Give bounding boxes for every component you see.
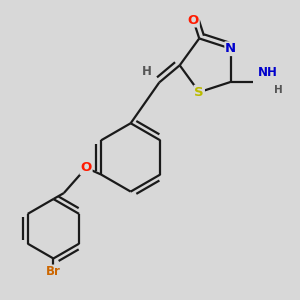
Text: H: H [142,65,152,78]
Text: NH: NH [258,66,278,79]
Text: O: O [188,14,199,27]
Text: S: S [194,85,204,99]
Text: N: N [225,42,236,55]
Text: Br: Br [46,266,61,278]
Text: H: H [274,85,283,95]
Text: O: O [80,161,92,174]
